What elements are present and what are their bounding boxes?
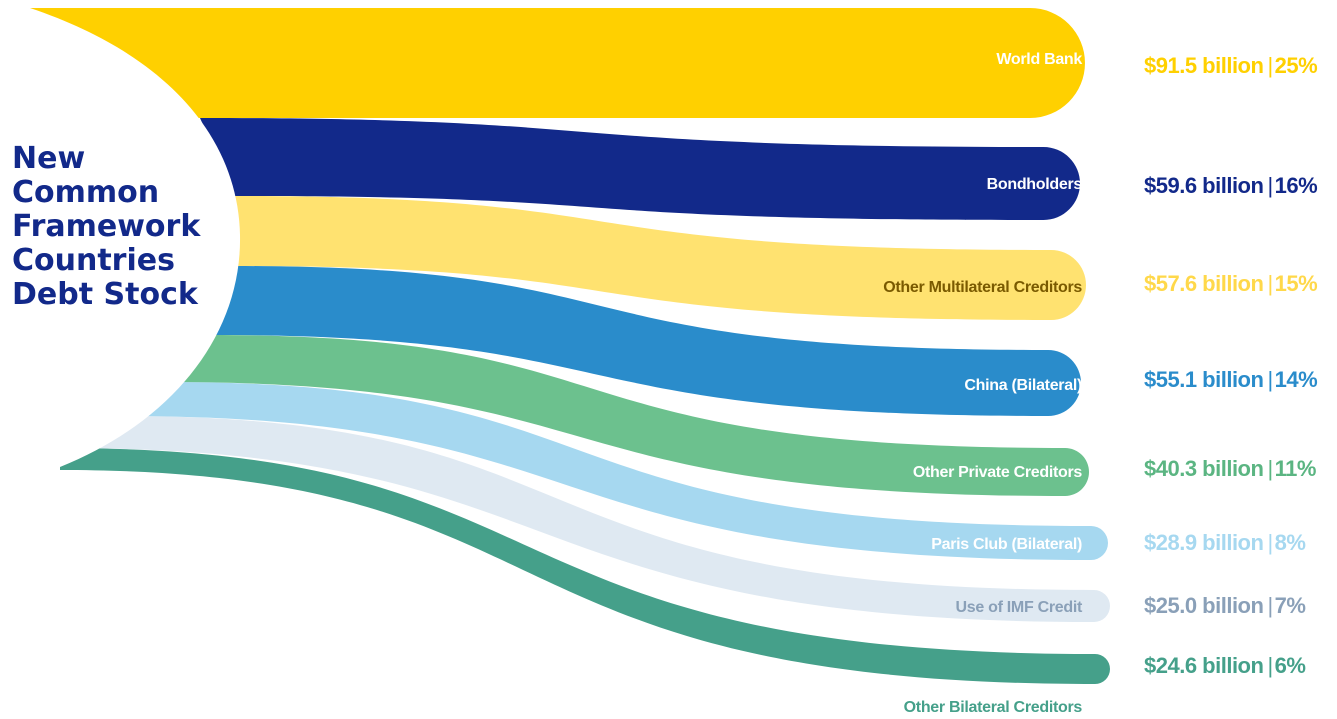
flow-value-label: $24.6 billion |6%	[1144, 653, 1305, 678]
flow-amount: $24.6 billion	[1144, 653, 1263, 678]
flow-separator: |	[1267, 367, 1272, 392]
flow-label: Other Multilateral Creditors	[883, 279, 1082, 296]
flow-separator: |	[1267, 530, 1272, 555]
flow-band-5	[165, 335, 1089, 496]
flow-share: 25%	[1275, 53, 1318, 78]
flow-label: World Bank	[996, 51, 1082, 68]
flow-label: Other Bilateral Creditors	[904, 699, 1083, 716]
flow-separator: |	[1267, 653, 1272, 678]
flow-amount: $28.9 billion	[1144, 530, 1263, 555]
flow-band-2	[200, 118, 1080, 220]
title-line-2: Common	[12, 175, 159, 210]
flow-share: 11%	[1275, 456, 1316, 481]
flow-amount: $40.3 billion	[1144, 456, 1263, 481]
flow-share: 8%	[1275, 530, 1306, 555]
flow-share: 16%	[1275, 173, 1318, 198]
flow-value-label: $91.5 billion |25%	[1144, 53, 1317, 78]
flow-value-label: $40.3 billion |11%	[1144, 456, 1316, 481]
flow-band-7	[60, 416, 1110, 622]
flow-value-label: $57.6 billion |15%	[1144, 271, 1317, 296]
title-line-3: Framework	[12, 209, 201, 244]
flow-separator: |	[1267, 271, 1272, 296]
flow-label: Bondholders	[987, 176, 1083, 193]
flow-amount: $91.5 billion	[1144, 53, 1263, 78]
flow-band-1	[0, 8, 1085, 118]
flow-value-label: $28.9 billion |8%	[1144, 530, 1305, 555]
flow-band-4	[210, 266, 1081, 416]
chart-title: New Common Framework Countries Debt Stoc…	[12, 141, 211, 312]
title-line-1: New	[12, 141, 85, 176]
flow-share: 6%	[1275, 653, 1306, 678]
source-node	[0, 0, 241, 467]
flow-label: Use of IMF Credit	[956, 599, 1083, 616]
flow-separator: |	[1267, 593, 1272, 618]
flow-amount: $25.0 billion	[1144, 593, 1263, 618]
flow-amount: $55.1 billion	[1144, 367, 1263, 392]
flow-separator: |	[1267, 53, 1272, 78]
flow-band-3	[235, 196, 1086, 320]
flow-share: 7%	[1275, 593, 1306, 618]
flow-band-8	[60, 448, 1110, 684]
flow-value-label: $59.6 billion |16%	[1144, 173, 1317, 198]
flow-share: 15%	[1275, 271, 1318, 296]
flow-amount: $59.6 billion	[1144, 173, 1263, 198]
flow-amount: $57.6 billion	[1144, 271, 1263, 296]
flow-share: 14%	[1275, 367, 1318, 392]
flow-separator: |	[1267, 456, 1272, 481]
flow-labels: World Bank $91.5 billion |25%Bondholders $5…	[883, 51, 1317, 716]
flow-bands	[0, 8, 1110, 684]
flow-label: Other Private Creditors	[913, 464, 1083, 481]
flow-label: Paris Club (Bilateral)	[931, 536, 1082, 553]
flow-value-label: $55.1 billion |14%	[1144, 367, 1317, 392]
flow-label: China (Bilateral)	[964, 377, 1082, 394]
title-line-5: Debt Stock	[12, 277, 199, 312]
title-line-4: Countries	[12, 243, 175, 278]
flow-separator: |	[1267, 173, 1272, 198]
flow-band-6	[120, 382, 1108, 560]
flow-value-label: $25.0 billion |7%	[1144, 593, 1305, 618]
